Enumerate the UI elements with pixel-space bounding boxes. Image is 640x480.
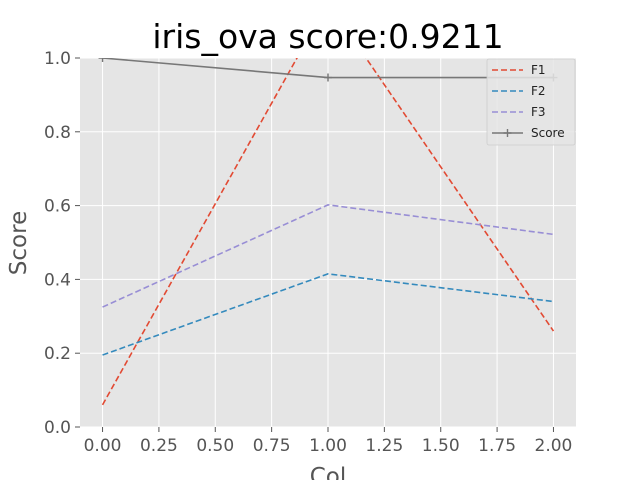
series-line-f2 (102, 273, 554, 356)
x-tick-label: 1.25 (365, 436, 403, 456)
legend-marker-score (503, 129, 512, 137)
legend-label-f3: F3 (531, 105, 546, 119)
series-layer (98, 58, 558, 406)
x-tick-label: 2.00 (535, 436, 573, 456)
legend-box (486, 58, 576, 146)
x-tick-label: 1.50 (422, 436, 460, 456)
y-tick-label: 1.0 (44, 49, 71, 69)
legend: F1 F2 F3 Score (486, 58, 576, 146)
tick-layer: 0.00 0.25 0.50 0.75 1.00 1.25 1.50 1.75 2.00 0.0 0… (44, 49, 572, 456)
series-point-score (98, 58, 107, 62)
x-tick-label: 1.00 (309, 436, 347, 456)
y-axis-label: Score (6, 211, 32, 275)
x-tick-label: 0.50 (196, 436, 234, 456)
series-line-f3 (102, 204, 554, 308)
y-tick-label: 0.8 (44, 123, 71, 143)
legend-label-f2: F2 (531, 84, 546, 98)
x-axis-label: Col (310, 464, 347, 480)
legend-label-f1: F1 (531, 63, 546, 77)
x-tick-label: 0.75 (253, 436, 291, 456)
y-tick-label: 0.4 (44, 270, 71, 290)
chart-title: iris_ova score:0.9211 (152, 17, 503, 56)
y-tick-label: 0.2 (44, 344, 71, 364)
x-tick-label: 0.25 (140, 436, 178, 456)
series-line-f1 (101, 58, 555, 406)
y-tick-label: 0.0 (44, 418, 71, 438)
y-tick-label: 0.6 (44, 197, 71, 217)
x-tick-label: 1.75 (478, 436, 516, 456)
series-point-score (324, 73, 332, 82)
legend-label-score: Score (531, 126, 565, 140)
x-tick-label: 0.00 (84, 436, 122, 456)
